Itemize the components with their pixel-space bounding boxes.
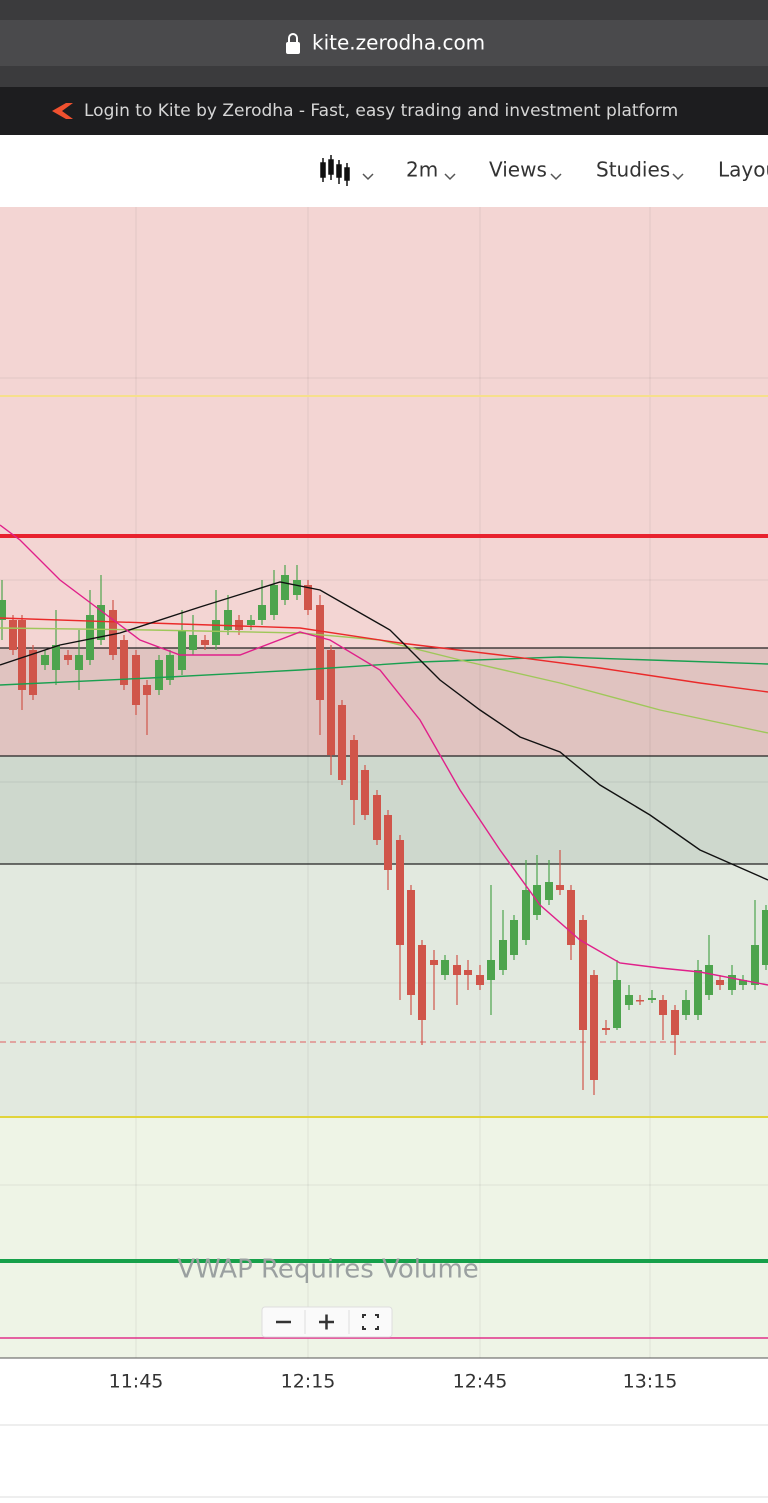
candle-body <box>338 705 346 780</box>
candle-body <box>0 600 6 620</box>
candle-body <box>613 980 621 1028</box>
candle-body <box>258 605 266 620</box>
candle-body <box>545 882 553 900</box>
candles <box>0 565 768 1095</box>
fullscreen[interactable] <box>362 1314 379 1330</box>
candle-body <box>682 1000 690 1015</box>
candle-body <box>132 655 140 705</box>
toolbar-item[interactable]: Views <box>489 158 547 182</box>
candle-body <box>567 890 575 945</box>
candle-body <box>636 1000 644 1002</box>
chevron <box>550 173 562 181</box>
candle-body <box>304 585 312 610</box>
zoom-controls <box>261 1306 393 1338</box>
candle-body <box>705 965 713 995</box>
candle-body <box>476 975 484 985</box>
candle-body <box>270 585 278 615</box>
candle-body <box>694 970 702 1015</box>
candle-body <box>728 975 736 990</box>
candle-body <box>407 890 415 995</box>
tab-title[interactable]: Login to Kite by Zerodha - Fast, easy tr… <box>84 101 678 121</box>
candle-body <box>361 770 369 815</box>
candle-body <box>9 620 17 650</box>
url-field[interactable] <box>0 20 768 66</box>
candle-body <box>590 975 598 1080</box>
candle-body <box>247 620 255 625</box>
candle-body <box>556 885 564 890</box>
candle-body <box>464 970 472 975</box>
candle-body <box>86 615 94 660</box>
chevron <box>444 173 456 181</box>
candle-body <box>120 640 128 685</box>
candle-body <box>418 945 426 1020</box>
candle-body <box>201 640 209 645</box>
chevron <box>672 173 684 181</box>
candle-body <box>430 960 438 965</box>
candle-body <box>648 998 656 1000</box>
candle-body <box>109 610 117 655</box>
candle-body <box>659 1000 667 1015</box>
candle-body <box>396 840 404 945</box>
toolbar-item[interactable]: Studies <box>596 158 670 182</box>
candle-body <box>739 980 747 985</box>
candle-body <box>212 620 220 645</box>
candle-body <box>373 795 381 840</box>
url: kite.zerodha.com <box>312 31 485 55</box>
x-axis-label: 12:15 <box>281 1371 336 1393</box>
chart-type-icon[interactable] <box>320 155 350 186</box>
candle-body <box>64 655 72 660</box>
studies <box>0 524 768 986</box>
x-axis-label: 11:45 <box>109 1371 164 1393</box>
candle-body <box>716 980 724 985</box>
vwap-notice: VWAP Requires Volume <box>177 1255 479 1285</box>
candle-body <box>97 605 105 640</box>
candle-body <box>178 630 186 670</box>
candle-body <box>499 940 507 970</box>
candle-body <box>235 620 243 630</box>
kite-logo <box>52 103 73 119</box>
candle-body <box>327 650 335 755</box>
candle-body <box>166 655 174 680</box>
x-axis-label: 12:45 <box>453 1371 508 1393</box>
candle-body <box>522 890 530 940</box>
x-axis-label: 13:15 <box>623 1371 678 1393</box>
chevron <box>362 173 374 181</box>
candle-body <box>579 920 587 1030</box>
candle-body <box>189 635 197 650</box>
candle-body <box>316 605 324 700</box>
zoom-in[interactable] <box>319 1314 334 1330</box>
tab-bar <box>0 87 768 135</box>
candle-body <box>224 610 232 630</box>
candle-body <box>41 655 49 665</box>
lock-icon <box>286 33 300 54</box>
candle-body <box>75 655 83 670</box>
candle-body <box>510 920 518 955</box>
candle-body <box>671 1010 679 1035</box>
candle-body <box>441 960 449 975</box>
candle-body <box>384 815 392 870</box>
candle-body <box>625 995 633 1005</box>
candle-body <box>751 945 759 985</box>
candle-body <box>281 575 289 600</box>
candle-body <box>350 740 358 800</box>
candle-body <box>29 650 37 695</box>
candle-body <box>487 960 495 980</box>
candle-body <box>602 1028 610 1030</box>
candle-body <box>52 645 60 670</box>
toolbar-item[interactable]: 2m <box>406 158 438 182</box>
chart-area <box>0 207 768 1358</box>
candle-body <box>453 965 461 975</box>
candle-body <box>155 660 163 690</box>
toolbar-item[interactable]: Layou <box>718 158 768 182</box>
candle-body <box>293 580 301 595</box>
candle-body <box>143 685 151 695</box>
toolbar <box>0 135 768 207</box>
candle-body <box>762 910 768 965</box>
candle-body <box>18 620 26 690</box>
